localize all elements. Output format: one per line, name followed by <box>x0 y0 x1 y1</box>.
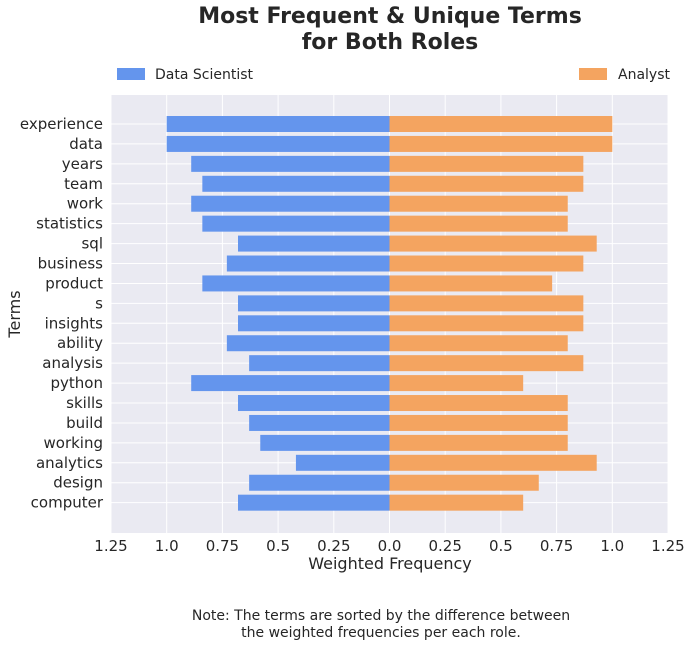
bar-data-scientist-sql <box>237 235 390 252</box>
y-tick-label-product: product <box>45 274 103 292</box>
chart-title-line-1: Most Frequent & Unique Terms <box>198 4 582 29</box>
bar-data-scientist-analysis <box>249 355 390 372</box>
bar-data-scientist-statistics <box>202 215 390 232</box>
legend-item-data-scientist: Data Scientist <box>117 67 254 83</box>
legend-label-data-scientist: Data Scientist <box>155 67 254 83</box>
y-tick-label-insights: insights <box>45 314 104 332</box>
chart-title-line-2: for Both Roles <box>302 30 479 55</box>
bar-data-scientist-work <box>191 195 390 212</box>
y-axis-label: Terms <box>5 290 24 338</box>
bar-analyst-analysis <box>389 355 584 372</box>
x-tick-label: 0.25 <box>317 537 350 555</box>
bar-analyst-python <box>389 375 524 392</box>
x-tick-label: 0.5 <box>266 537 290 555</box>
bar-data-scientist-analytics <box>295 454 390 471</box>
chart-note-line-1: Note: The terms are sorted by the differ… <box>192 608 570 624</box>
bar-data-scientist-working <box>260 434 390 451</box>
y-tick-label-s: s <box>95 294 103 312</box>
chart-note-line-2: the weighted frequencies per each role. <box>241 625 521 641</box>
legend-label-analyst: Analyst <box>618 67 670 83</box>
bar-data-scientist-team <box>202 175 390 192</box>
y-tick-label-data: data <box>69 135 103 153</box>
x-tick-label: 1.25 <box>94 537 127 555</box>
bar-analyst-analytics <box>389 454 597 471</box>
y-tick-label-experience: experience <box>20 115 103 133</box>
x-tick-label: 1.0 <box>600 537 624 555</box>
y-tick-label-build: build <box>66 414 103 432</box>
x-tick-label: 0.5 <box>489 537 513 555</box>
y-tick-labels: experience data years team work statistics sql… <box>20 115 104 512</box>
bars <box>166 116 613 511</box>
y-tick-label-ability: ability <box>57 334 103 352</box>
x-tick-label: 0.75 <box>206 537 239 555</box>
bar-analyst-data <box>389 135 613 152</box>
bar-analyst-product <box>389 275 553 292</box>
bar-data-scientist-python <box>191 375 390 392</box>
y-tick-label-analytics: analytics <box>36 454 103 472</box>
x-tick-label: 0.0 <box>378 537 402 555</box>
bar-data-scientist-s <box>237 295 390 312</box>
y-tick-label-design: design <box>53 474 103 492</box>
bar-data-scientist-build <box>249 414 390 431</box>
bar-analyst-working <box>389 434 568 451</box>
bar-analyst-design <box>389 474 539 491</box>
y-tick-label-statistics: statistics <box>36 215 103 233</box>
bar-data-scientist-business <box>226 255 390 272</box>
y-tick-label-years: years <box>62 155 103 173</box>
y-tick-label-team: team <box>64 175 103 193</box>
chart-title: Most Frequent & Unique Terms for Both Ro… <box>198 4 582 55</box>
y-tick-label-work: work <box>67 195 104 213</box>
bar-analyst-ability <box>389 335 568 352</box>
bar-analyst-computer <box>389 494 524 511</box>
bar-data-scientist-product <box>202 275 390 292</box>
y-tick-label-working: working <box>44 434 104 452</box>
legend: Data Scientist Analyst <box>117 67 670 83</box>
legend-item-analyst: Analyst <box>579 67 670 83</box>
y-tick-label-sql: sql <box>81 235 103 253</box>
y-tick-label-business: business <box>38 255 104 273</box>
bar-data-scientist-years <box>191 155 390 172</box>
bar-analyst-build <box>389 414 568 431</box>
bar-analyst-experience <box>389 116 613 132</box>
bar-data-scientist-skills <box>237 395 390 412</box>
x-tick-label: 1.25 <box>651 537 684 555</box>
y-tick-label-skills: skills <box>66 394 103 412</box>
chart-note: Note: The terms are sorted by the differ… <box>192 608 570 641</box>
legend-swatch-analyst <box>579 68 607 80</box>
bar-analyst-skills <box>389 395 568 412</box>
bar-analyst-insights <box>389 315 584 332</box>
bar-analyst-business <box>389 255 584 272</box>
bar-data-scientist-ability <box>226 335 390 352</box>
y-tick-label-python: python <box>51 374 103 392</box>
bar-analyst-work <box>389 195 568 212</box>
bar-analyst-sql <box>389 235 597 252</box>
bar-analyst-s <box>389 295 584 312</box>
x-axis-label: Weighted Frequency <box>308 554 471 573</box>
bar-analyst-statistics <box>389 215 568 232</box>
bar-data-scientist-experience <box>166 116 390 132</box>
bar-data-scientist-data <box>166 135 390 152</box>
bar-analyst-team <box>389 175 584 192</box>
bar-analyst-years <box>389 155 584 172</box>
y-tick-label-computer: computer <box>31 494 104 512</box>
legend-swatch-data-scientist <box>117 68 145 80</box>
x-tick-label: 1.0 <box>155 537 179 555</box>
y-tick-label-analysis: analysis <box>42 354 103 372</box>
bar-data-scientist-insights <box>237 315 390 332</box>
bar-data-scientist-computer <box>237 494 390 511</box>
bar-data-scientist-design <box>249 474 390 491</box>
x-tick-label: 0.25 <box>428 537 461 555</box>
x-tick-label: 0.75 <box>540 537 573 555</box>
x-tick-labels: 1.25 1.0 0.75 0.5 0.25 0.0 0.25 0.5 0.75 1.0 1.25 <box>94 537 684 555</box>
